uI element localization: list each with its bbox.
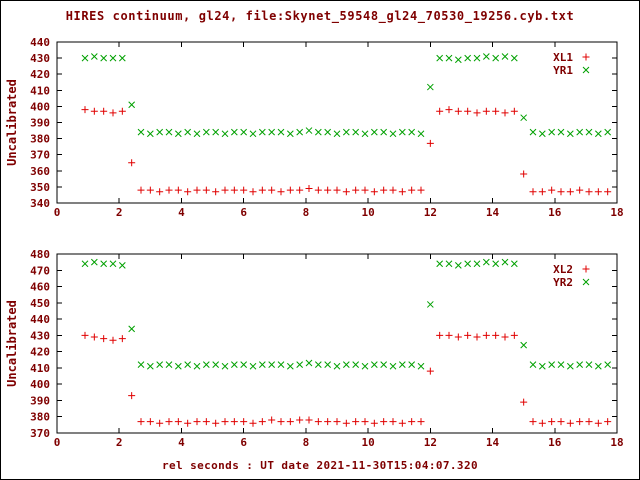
x-tick-label: 14 [486,206,500,219]
series-YR1 [81,53,612,138]
x-tick-label: 12 [424,206,437,219]
bottom-panel-chart: 370 380 390 400 410 420 430 440 450 460 470 480 0 2 4 6… [5,248,624,449]
legend-marker-XL2 [582,265,590,273]
y-tick-label: 350 [30,181,50,194]
legend-marker-XL1 [582,53,590,61]
x-tick-label: 8 [303,436,310,449]
y-tick-label: 390 [30,117,50,130]
x-tick-label: 0 [54,436,61,449]
y-tick-label: 440 [30,36,50,49]
y-tick-label: 430 [30,329,50,342]
legend-label-YR1: YR1 [553,64,573,77]
y-tick-label: 420 [30,346,50,359]
legend-label-XL2: XL2 [553,263,573,276]
x-tick-label: 4 [178,206,185,219]
y-tick-label: 410 [30,362,50,375]
y-tick-label: 460 [30,281,50,294]
y-tick-label: 380 [30,133,50,146]
x-tick-label: 4 [178,436,185,449]
x-tick-label: 12 [424,436,437,449]
legend-marker-YR1 [582,66,590,74]
y-axis-title: Uncalibrated [5,300,19,387]
top-panel-chart: 340 350 360 370 380 390 400 410 420 430 440 0 2 4 6 8 10… [5,36,624,219]
y-tick-label: 450 [30,297,50,310]
y-tick-label: 370 [30,427,50,440]
y-tick-label: 470 [30,264,50,277]
y-tick-label: 390 [30,394,50,407]
x-tick-label: 18 [610,206,623,219]
x-tick-label: 18 [610,436,623,449]
plot-border [56,253,618,434]
x-tick-label: 0 [54,206,61,219]
x-axis-label: rel seconds : UT date 2021-11-30T15:04:0… [161,459,478,472]
y-tick-label: 420 [30,68,50,81]
y-tick-label: 430 [30,52,50,65]
y-tick-label: 410 [30,84,50,97]
y-tick-label: 370 [30,149,50,162]
x-tick-label: 6 [240,436,247,449]
y-tick-label: 380 [30,411,50,424]
x-tick-label: 16 [548,206,562,219]
x-tick-label: 16 [548,436,562,449]
x-tick-label: 10 [361,206,374,219]
chart-title: HIRES continuum, gl24, file:Skynet_59548… [65,9,575,23]
y-tick-label: 400 [30,378,50,391]
y-tick-label: 360 [30,165,50,178]
x-tick-label: 2 [116,206,123,219]
y-tick-label: 400 [30,100,50,113]
series-XL2 [81,331,612,427]
legend-label-XL1: XL1 [553,51,573,64]
x-tick-label: 10 [361,436,374,449]
x-tick-label: 6 [240,206,247,219]
y-tick-label: 480 [30,248,50,261]
x-tick-label: 2 [116,436,123,449]
legend-marker-YR2 [582,278,590,286]
series-YR2 [81,258,612,370]
x-tick-label: 8 [303,206,310,219]
y-tick-label: 440 [30,313,50,326]
series-XL1 [81,106,612,196]
plot-border [56,41,618,204]
legend-label-YR2: YR2 [553,276,573,289]
x-tick-label: 14 [486,436,500,449]
y-tick-label: 340 [30,197,50,210]
y-axis-title: Uncalibrated [5,79,19,166]
